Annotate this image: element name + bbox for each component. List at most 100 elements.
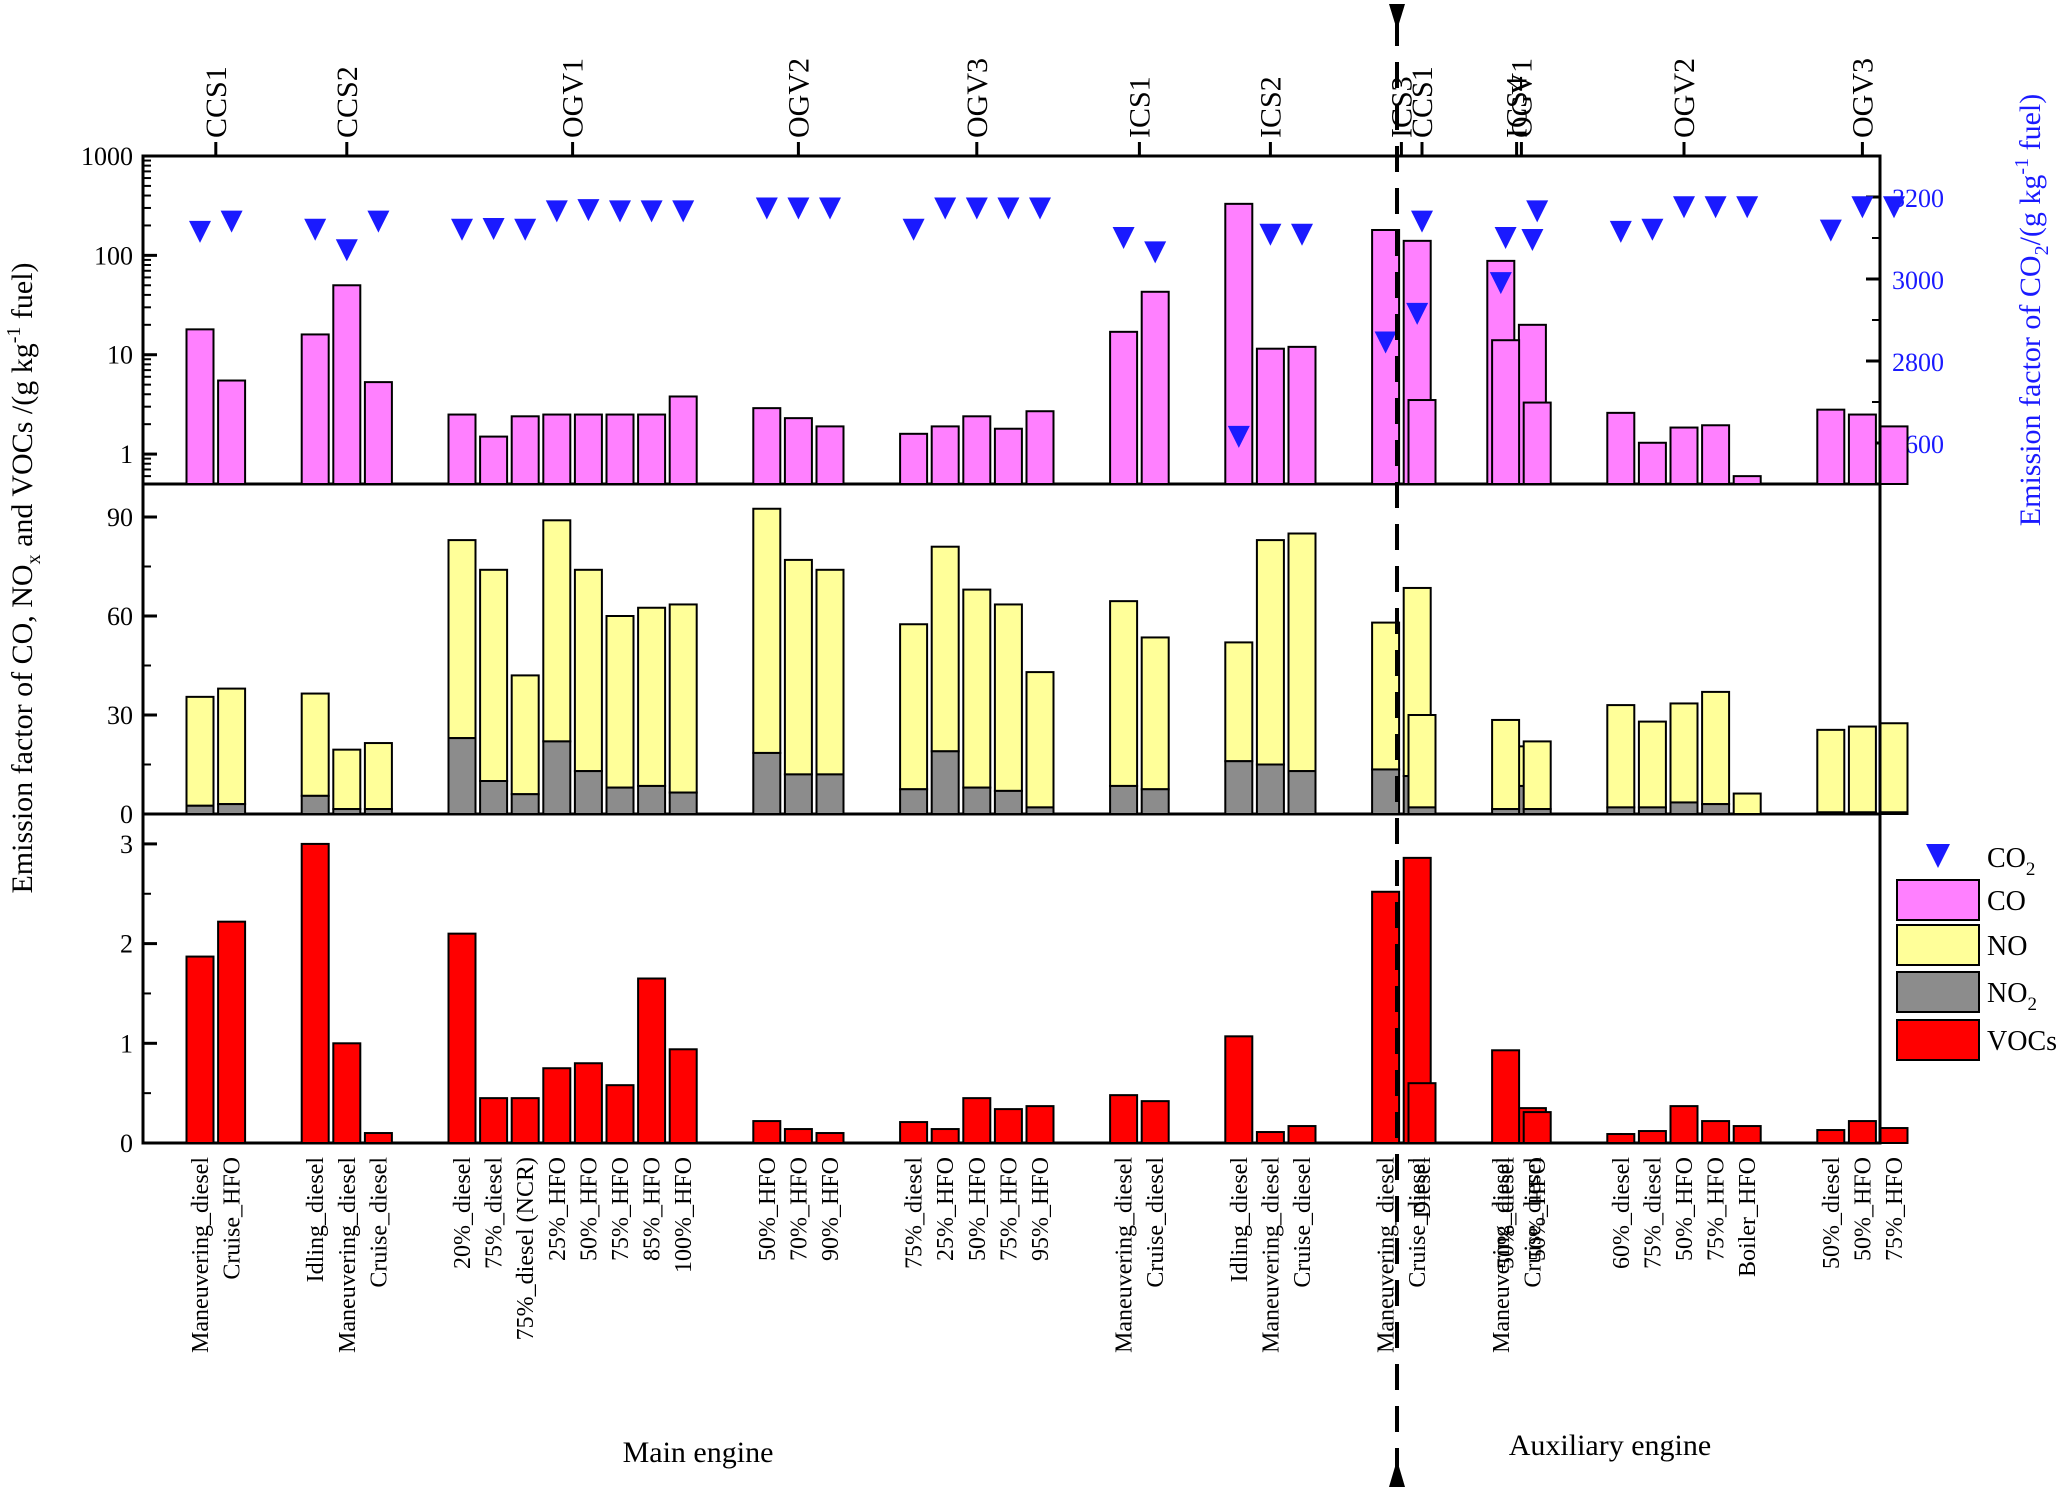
co-bar [637,413,667,486]
category-label: 25%_HFO [545,1157,571,1261]
vocs-bar [1371,890,1401,1144]
vocs-bar [1287,1125,1317,1144]
no-bar [1606,704,1636,809]
no-bar [185,695,215,807]
no2-bar [668,791,698,815]
category-label: 70%_HFO [786,1157,812,1261]
co2-marker [545,200,568,223]
vocs-bar [1637,1130,1667,1145]
co-bar [899,432,929,486]
vocs-bar [447,932,477,1144]
category-label: 50%_diesel [1494,1157,1520,1269]
no2-bar [1606,806,1636,816]
category-label: 20%_diesel [450,1157,476,1269]
co-bar [479,435,509,485]
no2-bar [930,750,960,815]
no-bar [1491,718,1521,811]
co2-marker [1673,196,1695,219]
legend-swatch-no2 [1896,971,1980,1013]
section-divider [1389,4,1405,1487]
y-right-tick-label: 2800 [1892,348,1944,377]
no2-bar [1879,811,1909,815]
co2-marker [335,239,358,262]
y-tick-label: 90 [107,503,133,532]
no-bar [962,588,992,789]
y-tick-label: 1 [120,440,133,469]
co-bar [752,407,782,485]
no2-bar [1371,768,1401,816]
category-label: Cruise_diesel [1405,1157,1431,1288]
co-bar [1816,408,1846,485]
vocs-bar [1732,1125,1762,1144]
y-tick-label: 30 [107,701,133,730]
no2-bar [363,808,393,815]
co-bar [332,284,362,485]
co-bar [185,328,215,485]
legend-swatch-vocs [1896,1019,1980,1061]
co2-marker [1704,196,1727,219]
co-bar [1287,345,1317,486]
co-bar [1732,475,1762,486]
no2-bar [542,740,572,816]
no2-bar [1255,763,1285,815]
co2-marker [220,210,243,233]
co2-marker [1029,197,1051,220]
co2-markers [189,196,1905,448]
vocs-bar [1407,1082,1437,1144]
co2-marker [965,197,988,220]
category-labels: Maneuvering_diesel Cruise_HFO Idling_diese… [188,1157,1908,1353]
vocs-bar [637,977,667,1144]
group-label: OGV3 [961,58,994,138]
vocs-bar [1816,1129,1846,1145]
category-label: 50%_HFO [965,1157,991,1261]
category-label: Maneuvering_diesel [335,1157,361,1353]
no-bar [1224,641,1254,763]
category-label: 75%_diesel [902,1157,928,1269]
vocs-bar [185,955,215,1144]
co2-marker [1112,227,1135,249]
no2-bar [510,793,540,816]
no-bar [1522,740,1552,811]
co-bar [1025,410,1055,485]
co2-marker [672,200,695,223]
divider-arrow-bottom [1389,1460,1405,1487]
category-label: Boiler_HFO [1735,1157,1761,1277]
no2-bar [447,737,477,815]
vocs-bar [479,1097,509,1144]
co2-marker [514,218,537,241]
category-label: 100%_HFO [671,1157,697,1273]
no-bar [1669,702,1699,804]
category-label: 75%_diesel (NCR) [513,1157,539,1340]
no2-bar [637,784,667,816]
no2-bar [1109,784,1139,816]
co-bar [1491,339,1521,485]
no-bar [573,568,603,773]
co-bar [1701,424,1731,485]
y-tick-label: 2 [120,930,133,959]
no2-bar [1287,770,1317,815]
category-label: 50%_HFO [1850,1157,1876,1261]
y-axis-right-title: Emission factor of CO2/(g kg-1 fuel) [2011,94,2053,526]
vocs-bar [1491,1049,1521,1145]
co2-marker [1609,220,1632,243]
no2-bar [217,803,247,815]
co2-marker [451,218,473,241]
legend-swatch-no [1896,924,1980,966]
y-tick-label: 0 [120,1129,133,1158]
no-bar [1637,720,1667,809]
chart-legend: CO2 CO NO NO2 VOCs [1896,843,2057,1061]
category-label: 75%_HFO [1704,1157,1730,1261]
legend-swatch-co [1896,879,1980,921]
co-bar [542,413,572,486]
vocs-bar [1025,1105,1055,1144]
y-tick-label: 100 [94,241,133,270]
co2-marker [1411,210,1433,233]
co2-marker [1521,229,1544,252]
no-bar [1109,600,1139,787]
no-bar [930,545,960,753]
co-bar [962,415,992,485]
category-label: 75%_HFO [608,1157,634,1261]
no-bar [1287,532,1317,773]
category-label: 95%_HFO [1028,1157,1054,1261]
group-label: OGV1 [557,58,590,138]
